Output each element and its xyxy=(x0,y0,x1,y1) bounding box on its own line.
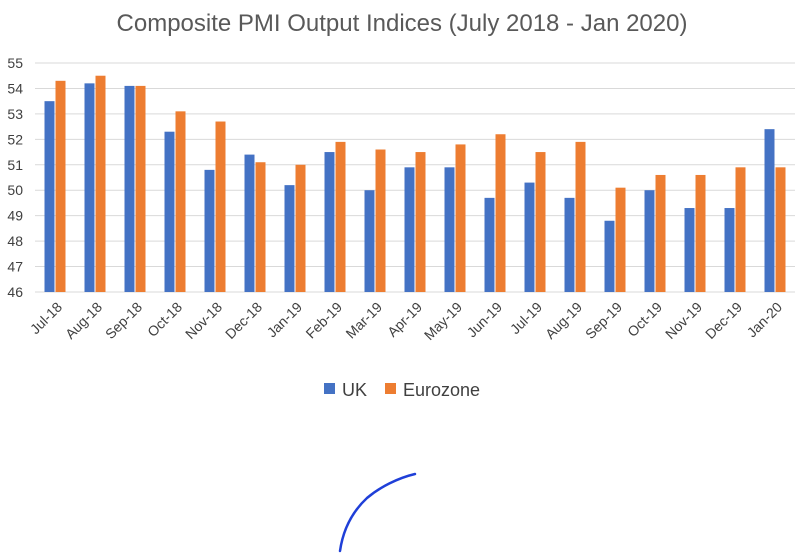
bar-eurozone-oct-18 xyxy=(175,111,186,292)
gridlines xyxy=(35,62,795,293)
x-tick-label: Jul-19 xyxy=(507,299,545,337)
y-tick-label: 50 xyxy=(7,182,23,198)
bar-eurozone-sep-18 xyxy=(135,85,146,293)
bar-eurozone-dec-18 xyxy=(255,162,266,292)
bar-uk-jun-19 xyxy=(484,197,495,292)
y-tick-label: 52 xyxy=(7,131,23,147)
x-tick-label: Aug-18 xyxy=(62,299,105,342)
bar-uk-dec-18 xyxy=(244,154,255,292)
legend-label-uk: UK xyxy=(342,380,367,400)
bar-uk-mar-19 xyxy=(364,190,375,292)
x-tick-label: Nov-18 xyxy=(182,299,225,342)
bar-eurozone-aug-18 xyxy=(95,75,106,292)
y-tick-label: 48 xyxy=(7,233,23,249)
bar-uk-aug-18 xyxy=(84,83,95,292)
bars xyxy=(44,75,786,293)
x-tick-label: Dec-18 xyxy=(222,299,265,342)
legend-label-eurozone: Eurozone xyxy=(403,380,480,400)
bar-uk-feb-19 xyxy=(324,152,335,292)
chart-title: Composite PMI Output Indices (July 2018 … xyxy=(117,10,688,37)
x-tick-label: Mar-19 xyxy=(342,299,385,342)
y-tick-label: 53 xyxy=(7,106,23,122)
bar-eurozone-jan-19 xyxy=(295,164,306,292)
bar-eurozone-sep-19 xyxy=(615,187,626,292)
legend: UK Eurozone xyxy=(324,380,480,400)
x-tick-label: Nov-19 xyxy=(662,299,705,342)
legend-swatch-uk xyxy=(324,383,335,394)
x-tick-label: Apr-19 xyxy=(384,299,425,340)
bar-uk-jul-19 xyxy=(524,182,535,292)
x-tick-label: Sep-19 xyxy=(582,299,625,342)
bar-eurozone-jul-19 xyxy=(535,152,546,292)
bar-uk-jul-18 xyxy=(44,101,55,293)
bar-eurozone-aug-19 xyxy=(575,141,586,292)
x-tick-label: May-19 xyxy=(421,299,465,343)
bar-eurozone-feb-19 xyxy=(335,141,346,292)
bar-eurozone-nov-19 xyxy=(695,174,706,292)
bar-uk-nov-19 xyxy=(684,208,695,292)
bar-eurozone-jul-18 xyxy=(55,80,66,292)
y-tick-label: 54 xyxy=(7,80,23,96)
bar-eurozone-may-19 xyxy=(455,144,466,292)
bar-uk-sep-18 xyxy=(124,85,135,293)
x-tick-label: Oct-19 xyxy=(624,299,665,340)
bar-eurozone-oct-19 xyxy=(655,174,666,292)
bar-uk-apr-19 xyxy=(404,167,415,292)
bar-uk-oct-18 xyxy=(164,131,175,292)
x-tick-label: Feb-19 xyxy=(302,299,345,342)
x-tick-label: Jun-19 xyxy=(464,299,506,341)
bar-eurozone-mar-19 xyxy=(375,149,386,292)
y-tick-label: 51 xyxy=(7,157,23,173)
y-tick-label: 55 xyxy=(7,55,23,71)
x-tick-label: Jul-18 xyxy=(27,299,65,337)
bar-uk-sep-19 xyxy=(604,220,615,292)
y-tick-label: 49 xyxy=(7,208,23,224)
x-tick-label: Sep-18 xyxy=(102,299,145,342)
x-tick-label: Aug-19 xyxy=(542,299,585,342)
bar-uk-nov-18 xyxy=(204,169,215,292)
y-tick-label: 46 xyxy=(7,284,23,300)
x-tick-label: Dec-19 xyxy=(702,299,745,342)
x-tick-label: Oct-18 xyxy=(144,299,185,340)
bar-uk-oct-19 xyxy=(644,190,655,292)
bar-eurozone-jan-20 xyxy=(775,167,786,292)
bar-eurozone-nov-18 xyxy=(215,121,226,293)
x-axis-ticks: Jul-18Aug-18Sep-18Oct-18Nov-18Dec-18Jan-… xyxy=(27,299,785,343)
bar-uk-jan-19 xyxy=(284,185,295,292)
y-tick-label: 47 xyxy=(7,259,23,275)
bar-uk-may-19 xyxy=(444,167,455,292)
legend-swatch-eurozone xyxy=(385,383,396,394)
hand-drawn-curve xyxy=(338,472,417,553)
bar-uk-aug-19 xyxy=(564,197,575,292)
bar-uk-dec-19 xyxy=(724,208,735,292)
bar-eurozone-apr-19 xyxy=(415,152,426,292)
x-tick-label: Jan-20 xyxy=(744,299,786,341)
bar-eurozone-dec-19 xyxy=(735,167,746,292)
bar-uk-jan-20 xyxy=(764,129,775,292)
bar-eurozone-jun-19 xyxy=(495,134,506,292)
x-tick-label: Jan-19 xyxy=(264,299,306,341)
y-axis-ticks: 46 47 48 49 50 51 52 53 54 55 xyxy=(7,55,23,300)
